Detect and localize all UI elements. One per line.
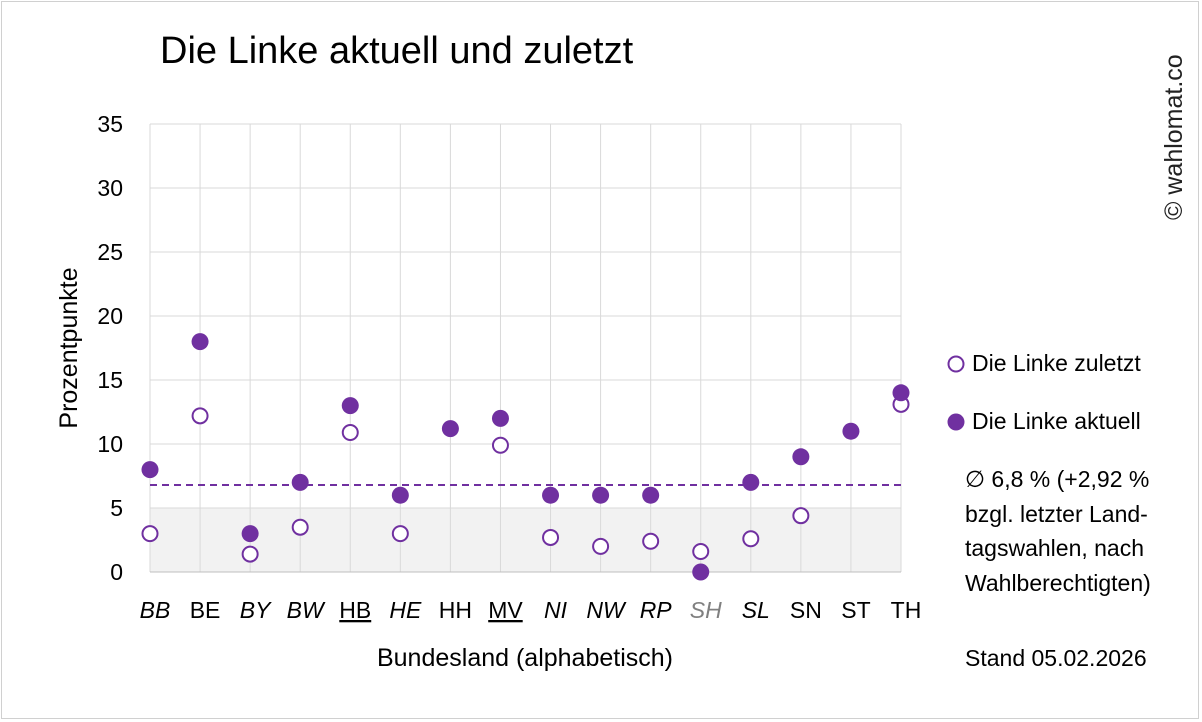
x-axis-title: Bundesland (alphabetisch): [377, 644, 673, 672]
legend-aktuell: Die Linke aktuell: [946, 408, 1141, 435]
point-zuletzt: [592, 537, 610, 555]
x-tick-label: HE: [389, 597, 422, 623]
x-tick-label: SH: [690, 597, 722, 623]
point-zuletzt: [642, 532, 660, 550]
y-tick-label: 20: [97, 303, 123, 329]
point-zuletzt: [241, 545, 259, 563]
y-tick-label: 0: [110, 559, 123, 585]
chart-title: Die Linke aktuell und zuletzt: [160, 30, 634, 72]
x-tick-label: NW: [586, 597, 627, 623]
point-aktuell: [592, 486, 610, 504]
x-tick-label: HH: [439, 597, 472, 623]
point-zuletzt: [692, 543, 710, 561]
legend-aktuell-label: Die Linke aktuell: [972, 408, 1141, 434]
y-tick-label: 10: [97, 431, 123, 457]
point-zuletzt: [141, 525, 159, 543]
point-aktuell: [441, 420, 459, 438]
y-tick-label: 15: [97, 367, 123, 393]
point-zuletzt: [391, 525, 409, 543]
point-aktuell: [742, 473, 760, 491]
point-zuletzt: [742, 530, 760, 548]
point-aktuell: [542, 486, 560, 504]
x-tick-label: SN: [790, 597, 822, 623]
point-aktuell: [141, 461, 159, 479]
point-zuletzt: [341, 423, 359, 441]
x-tick-label: MV: [488, 597, 523, 623]
point-zuletzt: [792, 507, 810, 525]
legend-filled-circle-icon: [947, 413, 965, 430]
point-aktuell: [842, 422, 860, 440]
y-axis-title: Prozentpunkte: [55, 267, 83, 428]
y-tick-label: 5: [110, 495, 123, 521]
point-aktuell: [191, 333, 209, 351]
point-aktuell: [892, 384, 910, 402]
legend-zuletzt-label: Die Linke zuletzt: [972, 350, 1141, 376]
point-zuletzt: [291, 518, 309, 536]
x-tick-label: ST: [841, 597, 870, 623]
x-tick-label: BY: [240, 597, 272, 623]
legend-zuletzt: Die Linke zuletzt: [946, 350, 1141, 377]
point-zuletzt: [191, 407, 209, 425]
point-aktuell: [291, 473, 309, 491]
point-aktuell: [341, 397, 359, 415]
x-tick-label: BE: [190, 597, 221, 623]
x-tick-label: BB: [140, 597, 171, 623]
threshold-band: [150, 508, 901, 572]
x-tick-label: HB: [339, 597, 371, 623]
point-aktuell: [642, 486, 660, 504]
y-tick-label: 35: [97, 111, 123, 137]
stand-date: Stand 05.02.2026: [965, 645, 1147, 671]
copyright-text: © wahlomat.co: [1160, 54, 1188, 220]
point-zuletzt: [491, 436, 509, 454]
average-note: ∅ 6,8 % (+2,92 % bzgl. letzter Land-tags…: [965, 466, 1151, 596]
x-tick-label: NI: [544, 597, 568, 623]
point-zuletzt: [542, 528, 560, 546]
point-aktuell: [491, 409, 509, 427]
x-tick-label: TH: [891, 597, 922, 623]
legend-open-circle-icon: [947, 355, 965, 372]
point-aktuell: [692, 563, 710, 581]
x-tick-label: BW: [287, 597, 326, 623]
point-aktuell: [241, 525, 259, 543]
x-tick-label: SL: [742, 597, 770, 623]
y-tick-label: 25: [97, 239, 123, 265]
y-tick-label: 30: [97, 175, 123, 201]
point-aktuell: [792, 448, 810, 466]
x-tick-label: RP: [640, 597, 673, 623]
point-aktuell: [391, 486, 409, 504]
